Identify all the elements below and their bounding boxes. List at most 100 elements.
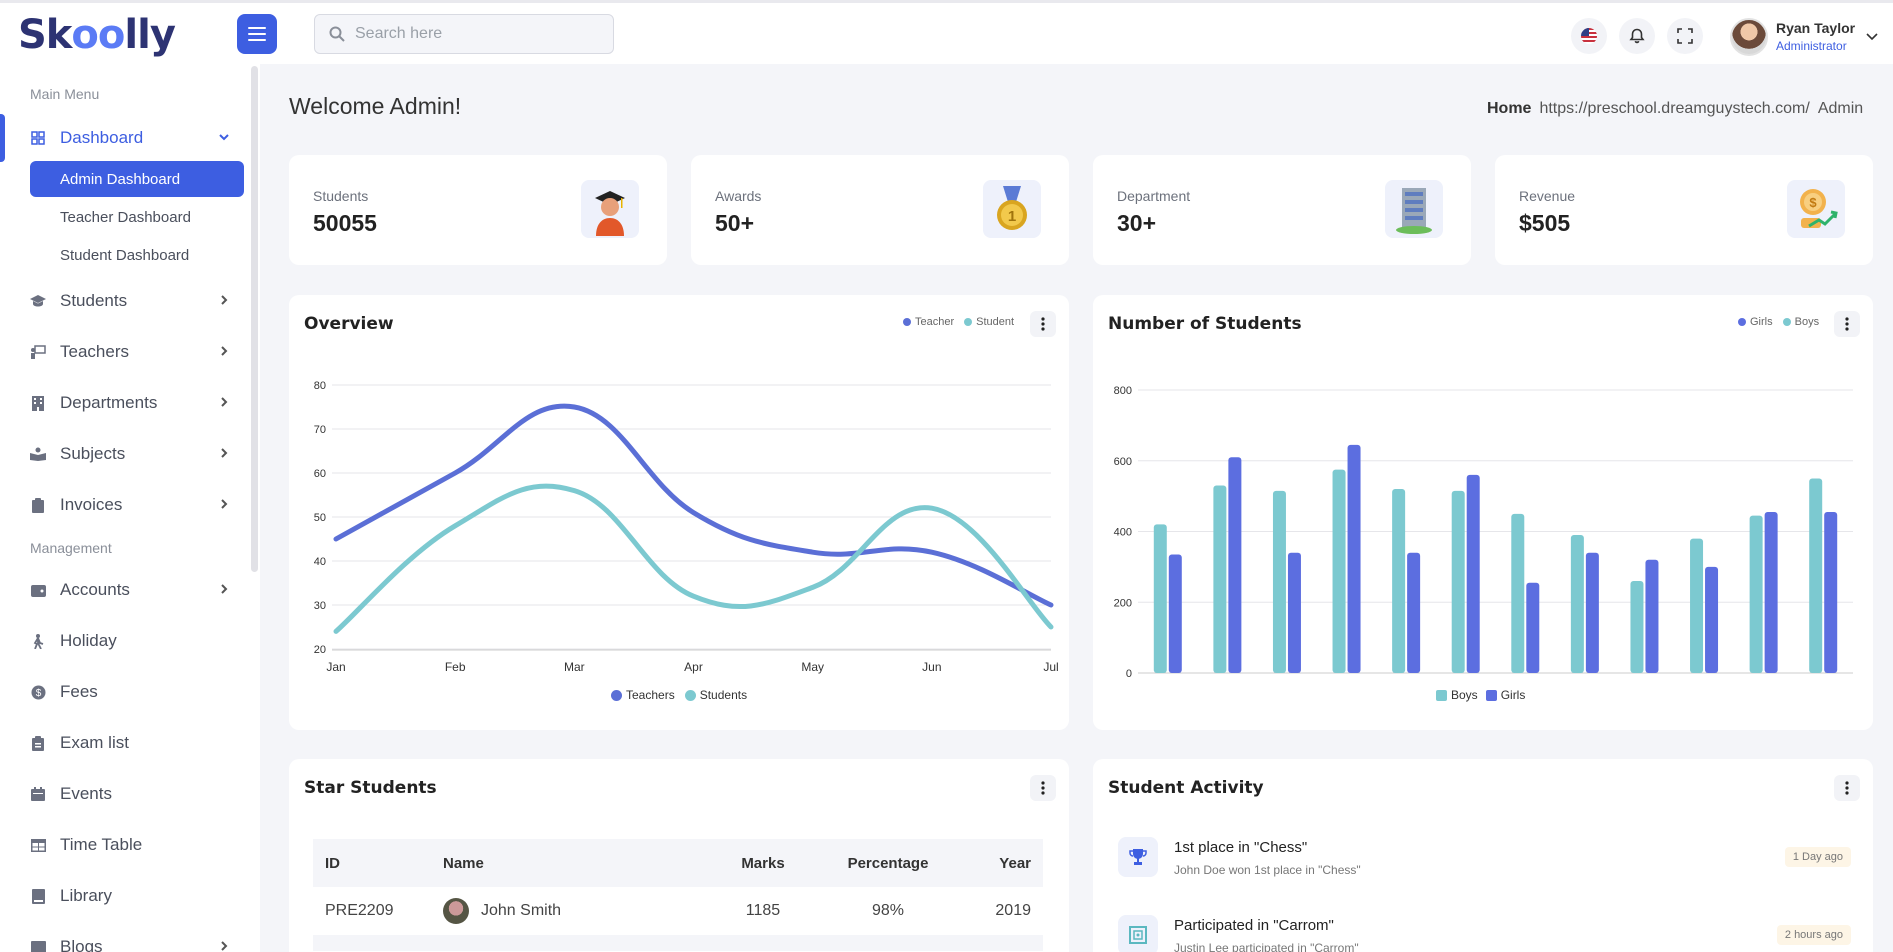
student-activity-title: Student Activity (1108, 778, 1264, 798)
activity-item[interactable]: 1st place in "Chess" John Doe won 1st pl… (1108, 837, 1863, 897)
activity-more-button[interactable] (1834, 775, 1860, 801)
chevron-right-icon (221, 397, 228, 407)
user-name: Ryan Taylor (1776, 20, 1856, 36)
bar-boys (1630, 581, 1644, 673)
sidebar-item-exam-list[interactable]: Exam list (0, 723, 244, 763)
sidebar-item-invoices[interactable]: Invoices (0, 485, 244, 525)
bar-girls (1466, 474, 1480, 673)
chevron-right-icon (221, 941, 228, 951)
user-menu[interactable]: Ryan Taylor Administrator (1730, 17, 1880, 57)
sidebar-item-blogs[interactable]: Blogs (0, 927, 244, 952)
sidebar-item-students[interactable]: Students (0, 281, 244, 321)
cell-percentage: 98% (871, 902, 905, 919)
chevron-right-icon (221, 346, 228, 356)
bar-girls (1228, 457, 1242, 673)
sidebar-item-holiday[interactable]: Holiday (0, 621, 244, 661)
legend-label: Girls (1750, 316, 1773, 328)
calendar-icon (31, 787, 45, 801)
search-icon (329, 26, 345, 42)
bar-boys (1153, 524, 1167, 673)
column-header[interactable]: Name (443, 854, 484, 872)
sidebar-item-events[interactable]: Events (0, 774, 244, 814)
app-logo[interactable]: Sk oo lly (18, 12, 176, 58)
coin-icon: $ (31, 685, 45, 699)
sidebar-item-label: Departments (60, 393, 158, 412)
column-header[interactable]: Marks (741, 854, 785, 872)
activity-time-badge: 2 hours ago (1776, 925, 1851, 945)
building-icon (1385, 180, 1443, 238)
column-header[interactable]: ID (325, 854, 340, 872)
search-input[interactable] (355, 25, 595, 43)
cell-name: John Smith (481, 902, 562, 919)
chevron-right-icon (221, 499, 228, 509)
bar-girls (1168, 554, 1182, 673)
sidebar-item-subjects[interactable]: Subjects (0, 434, 244, 474)
fullscreen-button[interactable] (1667, 18, 1703, 54)
bar-boys (1272, 490, 1286, 673)
us-flag-icon (1581, 28, 1597, 44)
legend-label: Teacher (915, 316, 955, 328)
chevron-down-icon (219, 134, 229, 141)
y-tick-label: 20 (314, 644, 326, 656)
y-tick-label: 600 (1114, 456, 1132, 468)
sidebar-item-label: Subjects (60, 444, 126, 463)
chevron-right-icon (221, 584, 228, 594)
x-tick-label: Mar (564, 660, 585, 674)
sidebar-item-fees[interactable]: $ Fees (0, 672, 244, 712)
x-tick-label: Apr (684, 660, 703, 674)
sidebar-item-dashboard[interactable]: Dashboard (0, 118, 244, 158)
activity-title: 1st place in "Chess" (1174, 839, 1308, 856)
sidebar-item-teachers[interactable]: Teachers (0, 332, 244, 372)
cell-id: PRE2209 (325, 902, 394, 919)
students-chart-more-button[interactable] (1834, 311, 1860, 337)
sidebar-sub-teacher-dashboard[interactable]: Teacher Dashboard (60, 208, 191, 226)
sidebar-toggle-button[interactable] (237, 14, 277, 54)
column-header[interactable]: Year (999, 854, 1031, 872)
activity-item[interactable]: Participated in "Carrom" Justin Lee part… (1108, 915, 1863, 952)
overview-more-button[interactable] (1030, 311, 1056, 337)
y-tick-label: 0 (1126, 668, 1132, 680)
legend-label: Boys (1794, 316, 1820, 328)
sidebar-item-accounts[interactable]: Accounts (0, 570, 244, 610)
revenue-coin-icon: $ (1787, 180, 1845, 238)
chevron-right-icon (221, 448, 228, 458)
legend-dot (1436, 689, 1447, 701)
sidebar-scrollbar[interactable] (251, 66, 258, 572)
sidebar-sub-student-dashboard[interactable]: Student Dashboard (60, 246, 190, 264)
cell-year: 2019 (995, 902, 1031, 919)
building-icon (32, 395, 44, 411)
sidebar-sub-admin-dashboard[interactable]: Admin Dashboard (30, 161, 244, 197)
bar-boys (1451, 490, 1465, 673)
legend-dot (611, 689, 622, 701)
legend-dot (1485, 689, 1497, 701)
bar-boys (1809, 478, 1823, 673)
chevron-down-icon (1866, 33, 1878, 41)
x-tick-label: Feb (445, 660, 466, 674)
bar-girls (1705, 566, 1719, 673)
person-walking-icon (33, 633, 44, 649)
y-tick-label: 80 (314, 380, 326, 392)
star-students-more-button[interactable] (1030, 775, 1056, 801)
legend-dot (1782, 318, 1791, 326)
stat-value: 50055 (313, 210, 377, 236)
sidebar-item-library[interactable]: Library (0, 876, 244, 916)
sidebar-item-departments[interactable]: Departments (0, 383, 244, 423)
legend-dot (1738, 318, 1746, 326)
sidebar-item-time-table[interactable]: Time Table (0, 825, 244, 865)
language-flag-button[interactable] (1571, 18, 1607, 54)
table-row[interactable]: PRE2209 John Smith 1185 98% 2019 (313, 887, 1043, 935)
search-box (314, 14, 614, 54)
svg-text:$: $ (1809, 195, 1817, 210)
breadcrumb-home[interactable]: Home (1487, 100, 1532, 117)
notifications-button[interactable] (1619, 18, 1655, 54)
table-row[interactable] (313, 935, 1043, 951)
column-header[interactable]: Percentage (847, 854, 929, 872)
y-tick-label: 200 (1114, 597, 1132, 609)
students-bar-chart: 0 200 400 600 800 (1114, 385, 1853, 680)
sidebar: Main Menu Dashboard Admin Dashboard Teac… (0, 64, 260, 952)
main-menu-heading: Main Menu (30, 86, 100, 102)
stat-value: 30+ (1117, 210, 1157, 236)
breadcrumb: Home https://preschool.dreamguystech.com/… (1487, 100, 1863, 118)
active-indicator (0, 114, 5, 162)
y-tick-label: 70 (314, 424, 326, 436)
